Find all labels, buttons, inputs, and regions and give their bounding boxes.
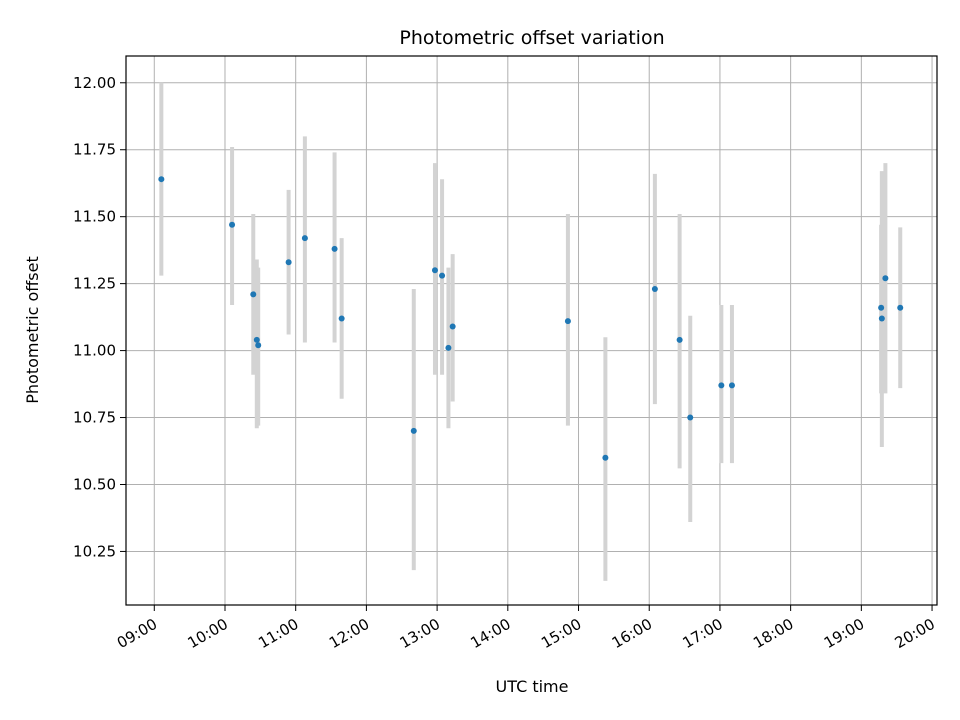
x-tick-label: 12:00 (326, 615, 372, 652)
data-points (158, 176, 904, 461)
data-point (897, 304, 904, 311)
data-point (882, 275, 889, 282)
data-point (253, 336, 260, 343)
data-point (285, 259, 292, 266)
error-bars (159, 82, 903, 581)
x-tick-label: 15:00 (538, 615, 584, 652)
y-tick-label: 10.75 (73, 409, 116, 427)
plot-frame (125, 55, 938, 606)
y-tick-label: 12.00 (73, 74, 116, 92)
chart-title: Photometric offset variation (399, 27, 664, 49)
data-point (651, 285, 658, 292)
x-axis-title: UTC time (496, 677, 569, 696)
y-tick-label: 11.25 (73, 275, 116, 293)
data-point (449, 323, 456, 330)
data-point (158, 176, 165, 183)
data-point (338, 315, 345, 322)
data-point (878, 304, 885, 311)
data-point (602, 454, 609, 461)
x-tick-label: 19:00 (821, 615, 867, 652)
y-tick-label: 10.25 (73, 542, 116, 560)
x-tick-label: 13:00 (397, 615, 443, 652)
data-point (728, 382, 735, 389)
data-point (439, 272, 446, 279)
x-tick-label: 14:00 (467, 615, 513, 652)
data-point (255, 342, 262, 349)
data-point (564, 318, 571, 325)
data-point (410, 427, 417, 434)
data-point (431, 267, 438, 274)
x-tick-label: 17:00 (679, 615, 725, 652)
y-tick-label: 11.75 (73, 141, 116, 159)
data-point (878, 315, 885, 322)
x-tick-label: 10:00 (185, 615, 231, 652)
data-point (676, 336, 683, 343)
y-tick-label: 10.50 (73, 475, 116, 493)
data-point (718, 382, 725, 389)
x-tick-label: 20:00 (892, 615, 938, 652)
data-point (445, 344, 452, 351)
y-tick-label: 11.50 (73, 208, 116, 226)
data-point (331, 245, 338, 252)
x-tick-label: 09:00 (114, 615, 160, 652)
y-axis-ticks: 10.25 10.50 10.75 11.00 11.25 11.50 11.75 12.00 (73, 74, 126, 560)
data-point (687, 414, 694, 421)
y-axis-title: Photometric offset (23, 256, 42, 404)
x-tick-label: 11:00 (255, 615, 301, 652)
data-point (250, 291, 257, 298)
data-point (229, 221, 236, 228)
x-axis-ticks: 09:00 10:00 11:00 12:00 13:00 14:00 15:00 16:00… (114, 605, 938, 652)
data-point (301, 235, 308, 242)
x-tick-label: 18:00 (750, 615, 796, 652)
y-tick-label: 11.00 (73, 342, 116, 360)
x-tick-label: 16:00 (609, 615, 655, 652)
grid (126, 56, 937, 605)
